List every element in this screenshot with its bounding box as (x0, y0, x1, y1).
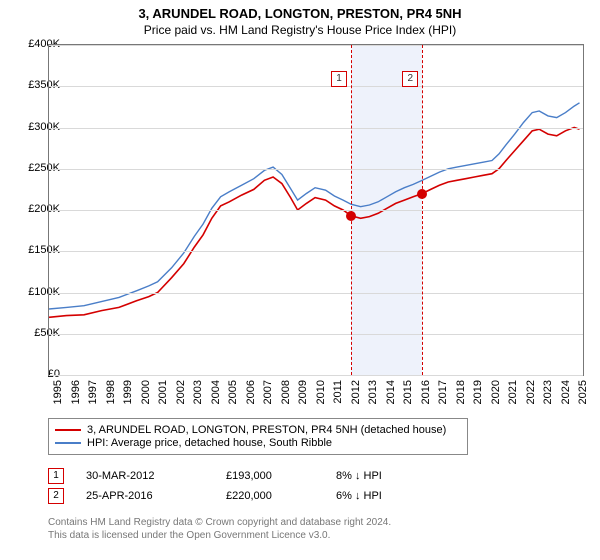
sale-tag: 2 (48, 488, 64, 504)
x-tick-label: 2018 (455, 380, 467, 404)
x-tick-label: 2021 (507, 380, 519, 404)
x-tick-label: 2010 (315, 380, 327, 404)
gridline (49, 86, 583, 87)
legend-label: 3, ARUNDEL ROAD, LONGTON, PRESTON, PR4 5… (87, 424, 446, 436)
sale-price: £193,000 (226, 470, 336, 482)
legend-swatch (55, 429, 81, 431)
x-tick-label: 2002 (175, 380, 187, 404)
x-tick-label: 1995 (52, 380, 64, 404)
legend-box: 3, ARUNDEL ROAD, LONGTON, PRESTON, PR4 5… (48, 418, 468, 455)
sale-date: 25-APR-2016 (86, 490, 226, 502)
chart-container: 3, ARUNDEL ROAD, LONGTON, PRESTON, PR4 5… (0, 0, 600, 560)
x-tick-label: 1999 (122, 380, 134, 404)
title-address: 3, ARUNDEL ROAD, LONGTON, PRESTON, PR4 5… (0, 6, 600, 21)
sales-table: 1 30-MAR-2012£193,0008% ↓ HPI 2 25-APR-2016… (48, 464, 584, 508)
x-tick-label: 2023 (542, 380, 554, 404)
gridline (49, 169, 583, 170)
x-tick-label: 2004 (210, 380, 222, 404)
sale-date: 30-MAR-2012 (86, 470, 226, 482)
x-tick-label: 2007 (262, 380, 274, 404)
gridline (49, 293, 583, 294)
legend-label: HPI: Average price, detached house, Sout… (87, 437, 332, 449)
x-tick-label: 2003 (192, 380, 204, 404)
title-subtitle: Price paid vs. HM Land Registry's House … (0, 23, 600, 37)
footer-line1: Contains HM Land Registry data © Crown c… (48, 516, 584, 529)
x-tick-label: 2020 (490, 380, 502, 404)
gridline (49, 128, 583, 129)
sale-marker (417, 189, 427, 199)
gridline (49, 210, 583, 211)
x-tick-label: 1996 (70, 380, 82, 404)
sale-row: 1 30-MAR-2012£193,0008% ↓ HPI (48, 468, 584, 484)
sale-row: 2 25-APR-2016£220,0006% ↓ HPI (48, 488, 584, 504)
x-tick-label: 2024 (560, 380, 572, 404)
sale-delta: 8% ↓ HPI (336, 470, 382, 482)
x-tick-label: 2008 (280, 380, 292, 404)
sale-vline (422, 45, 423, 375)
series-hpi (49, 103, 580, 309)
gridline (49, 334, 583, 335)
legend-row: HPI: Average price, detached house, Sout… (55, 437, 461, 449)
x-tick-label: 2016 (420, 380, 432, 404)
x-tick-label: 2000 (140, 380, 152, 404)
x-tick-label: 2015 (402, 380, 414, 404)
x-tick-label: 2006 (245, 380, 257, 404)
sale-marker (346, 211, 356, 221)
x-tick-label: 2019 (472, 380, 484, 404)
x-tick-label: 2025 (577, 380, 589, 404)
gridline (49, 375, 583, 376)
x-tick-label: 2012 (350, 380, 362, 404)
callout-tag: 2 (402, 71, 418, 87)
plot-area: 12 (48, 44, 584, 376)
series-price_paid (49, 128, 580, 318)
chart-titles: 3, ARUNDEL ROAD, LONGTON, PRESTON, PR4 5… (0, 0, 600, 37)
x-tick-label: 2005 (227, 380, 239, 404)
x-tick-label: 2001 (157, 380, 169, 404)
x-tick-label: 2017 (437, 380, 449, 404)
footer: Contains HM Land Registry data © Crown c… (48, 516, 584, 542)
x-tick-label: 2013 (367, 380, 379, 404)
legend-swatch (55, 442, 81, 444)
gridline (49, 251, 583, 252)
x-tick-label: 2011 (332, 380, 344, 404)
legend-row: 3, ARUNDEL ROAD, LONGTON, PRESTON, PR4 5… (55, 424, 461, 436)
sale-price: £220,000 (226, 490, 336, 502)
x-tick-label: 1997 (87, 380, 99, 404)
gridline (49, 45, 583, 46)
x-tick-label: 1998 (105, 380, 117, 404)
x-tick-label: 2022 (525, 380, 537, 404)
callout-tag: 1 (331, 71, 347, 87)
sale-tag: 1 (48, 468, 64, 484)
x-tick-label: 2014 (385, 380, 397, 404)
footer-line2: This data is licensed under the Open Gov… (48, 529, 584, 542)
sale-delta: 6% ↓ HPI (336, 490, 382, 502)
x-tick-label: 2009 (297, 380, 309, 404)
